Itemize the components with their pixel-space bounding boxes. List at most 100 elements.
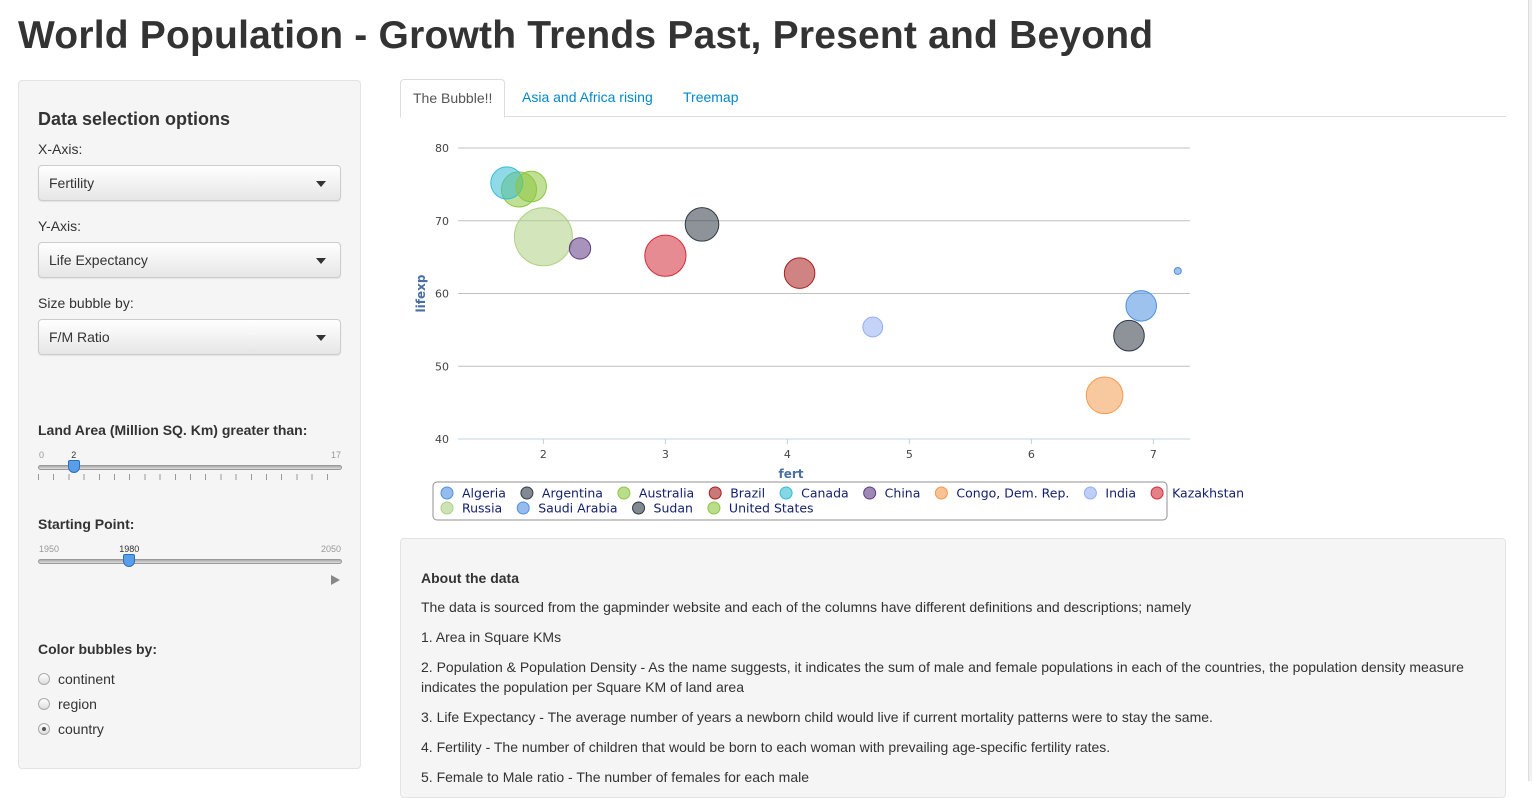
about-intro: The data is sourced from the gapminder w… <box>421 599 1192 615</box>
bubble-algeria <box>1125 290 1157 322</box>
chevron-down-icon <box>316 181 326 187</box>
about-panel: About the data The data is sourced from … <box>400 538 1506 798</box>
bubble-china <box>568 237 592 260</box>
legend-label: Russia <box>462 501 502 516</box>
size-by-label: Size bubble by: <box>38 295 134 311</box>
x-tick-label: 6 <box>1028 448 1035 461</box>
tab-asia-africa-rising[interactable]: Asia and Africa rising <box>522 89 653 105</box>
radio-button[interactable] <box>38 698 50 710</box>
legend-marker <box>520 486 534 500</box>
slider-max-label: 2050 <box>320 544 341 554</box>
y-tick-label: 50 <box>435 360 449 373</box>
legend-label: Brazil <box>730 486 765 501</box>
size-by-select[interactable]: F/M Ratio <box>38 319 341 355</box>
legend-marker <box>440 501 454 515</box>
radio-label: region <box>58 696 97 712</box>
y-tick-label: 40 <box>435 433 449 446</box>
radio-button[interactable] <box>38 723 50 735</box>
bubble-sudan <box>1113 319 1145 352</box>
bubble-congo-dem-rep <box>1085 376 1124 415</box>
legend-marker <box>779 486 793 500</box>
about-item-fm-ratio: 5. Female to Male ratio - The number of … <box>421 769 810 785</box>
bubble-argentina <box>684 207 720 242</box>
legend-label: India <box>1105 486 1136 501</box>
legend-marker <box>632 501 646 515</box>
legend-marker <box>617 486 631 500</box>
slider-ticks <box>38 474 342 480</box>
legend-label: Algeria <box>462 486 506 501</box>
bubble-saudi-arabia <box>1173 266 1182 275</box>
sidebar-heading: Data selection options <box>38 109 231 129</box>
slider-min-label: 1950 <box>39 544 60 554</box>
slider-track[interactable] <box>38 559 342 564</box>
about-item-population: 2. Population & Population Density - As … <box>421 659 1464 695</box>
y-axis-value: Life Expectancy <box>49 252 148 268</box>
legend-marker <box>440 486 454 500</box>
legend-marker <box>708 486 722 500</box>
x-axis-title: fert <box>778 467 803 481</box>
starting-point-label: Starting Point: <box>38 516 135 532</box>
bubble-chart-svg: 40 50 60 70 80 2 3 4 5 6 7 fert lifexp Algeria Argenti… <box>414 142 1244 521</box>
legend-marker <box>516 501 530 515</box>
about-item-fertility: 4. Fertility - The number of children th… <box>421 739 1111 755</box>
bubble-india <box>862 316 884 338</box>
land-area-slider[interactable]: 0 17 2 <box>38 450 342 490</box>
radio-button[interactable] <box>38 673 50 685</box>
radio-label: continent <box>58 671 115 687</box>
x-tick-label: 3 <box>662 448 669 461</box>
bubble-brazil <box>783 257 816 289</box>
x-axis-value: Fertility <box>49 175 95 191</box>
legend-marker <box>863 486 877 500</box>
page-title: World Population - Growth Trends Past, P… <box>18 14 1154 57</box>
slider-max-label: 17 <box>330 450 341 460</box>
window-scrollbar[interactable] <box>1528 0 1532 781</box>
land-area-label: Land Area (Million SQ. Km) greater than: <box>38 422 308 438</box>
x-axis-select[interactable]: Fertility <box>38 165 341 201</box>
legend-marker <box>934 486 948 500</box>
y-axis-label: Y-Axis: <box>38 218 82 234</box>
slider-value-label: 1980 <box>119 544 140 554</box>
about-item-life-expectancy: 3. Life Expectancy - The average number … <box>421 709 1213 725</box>
slider-min-label: 0 <box>39 450 45 460</box>
tab-the-bubble[interactable]: The Bubble!! <box>400 79 506 118</box>
y-axis-select[interactable]: Life Expectancy <box>38 242 341 278</box>
x-tick-label: 2 <box>540 448 547 461</box>
legend-marker <box>1150 486 1164 500</box>
slider-handle[interactable] <box>67 460 80 473</box>
x-tick-label: 7 <box>1150 448 1157 461</box>
tab-treemap[interactable]: Treemap <box>683 89 739 105</box>
legend-box <box>432 481 1168 521</box>
bubble-kazakhstan <box>644 234 687 277</box>
x-axis-label: X-Axis: <box>38 141 83 157</box>
sidebar-panel: Data selection options X-Axis: Fertility… <box>18 80 361 769</box>
slider-track[interactable] <box>38 465 342 470</box>
size-by-value: F/M Ratio <box>49 329 110 345</box>
x-tick-label: 4 <box>784 448 791 461</box>
y-tick-label: 60 <box>435 288 449 301</box>
y-tick-label: 70 <box>435 215 449 228</box>
y-axis-title: lifexp <box>414 274 428 312</box>
legend-marker <box>707 501 721 515</box>
x-tick-label: 5 <box>906 448 913 461</box>
bubble-russia <box>513 207 573 267</box>
tab-bar: The Bubble!! Asia and Africa rising Tree… <box>400 79 1506 118</box>
legend-label: United States <box>729 501 814 516</box>
y-tick-label: 80 <box>435 142 449 155</box>
legend-label: Argentina <box>542 486 603 501</box>
play-icon[interactable] <box>331 575 340 585</box>
slider-value-label: 2 <box>71 450 77 460</box>
starting-point-slider[interactable]: 1950 2050 1980 <box>38 544 342 584</box>
legend-label: Australia <box>639 486 694 501</box>
color-by-label: Color bubbles by: <box>38 641 157 657</box>
slider-handle[interactable] <box>123 554 136 567</box>
radio-label: country <box>58 721 104 737</box>
legend-label: Kazakhstan <box>1172 486 1244 501</box>
chevron-down-icon <box>316 335 326 341</box>
legend-label: Saudi Arabia <box>538 501 617 516</box>
legend-label: Sudan <box>654 501 693 516</box>
bubble-australia <box>515 170 547 203</box>
legend-label: Congo, Dem. Rep. <box>956 486 1069 501</box>
bubble-chart: 40 50 60 70 80 2 3 4 5 6 7 fert lifexp Algeria Argenti… <box>400 128 1244 528</box>
chevron-down-icon <box>316 258 326 264</box>
legend-label: Canada <box>801 486 849 501</box>
